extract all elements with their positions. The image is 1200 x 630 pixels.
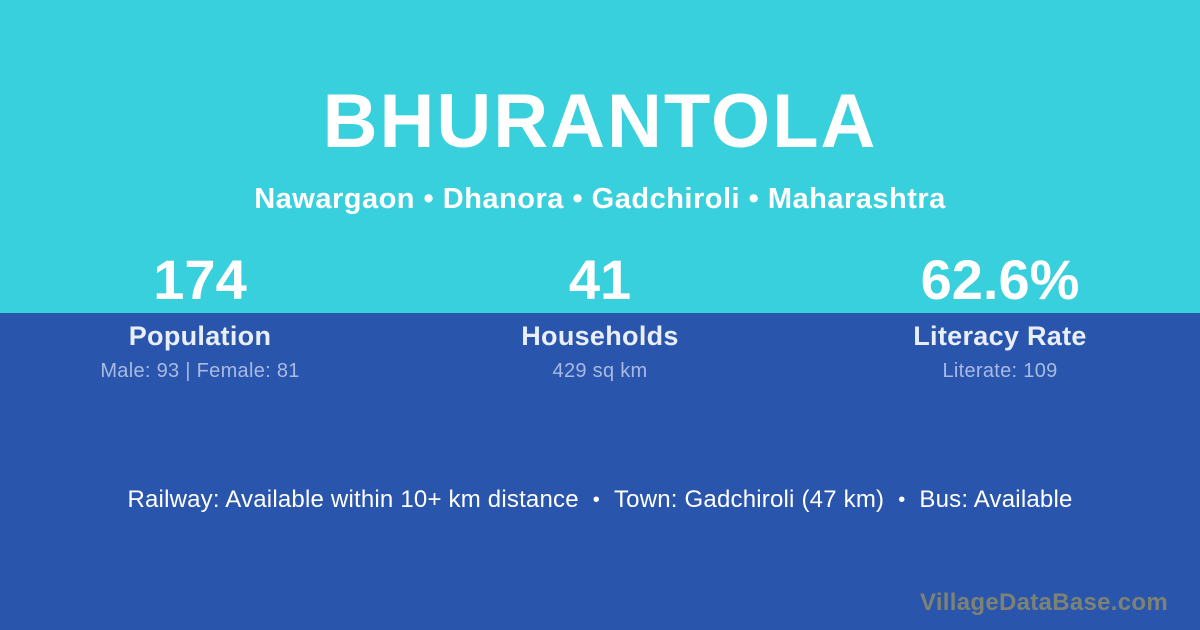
town-info: Town: Gadchiroli (47 km) (613, 486, 885, 513)
literacy-value: 62.6% (920, 248, 1080, 311)
population-sublabel: Male: 93 | Female: 81 (100, 360, 300, 382)
literacy-sublabel: Literate: 109 (942, 360, 1058, 382)
stat-population: 174 Population Male: 93 | Female: 81 (0, 252, 400, 383)
stats-row: 174 Population Male: 93 | Female: 81 41 … (0, 252, 1200, 383)
amenities-line: Railway: Available within 10+ km distanc… (0, 486, 1200, 514)
breadcrumb: Nawargaon • Dhanora • Gadchiroli • Mahar… (254, 183, 946, 215)
top-background (0, 0, 1200, 313)
page-title: BHURANTOLA (322, 79, 878, 164)
stat-literacy-rate: 62.6% Literacy Rate Literate: 109 (800, 252, 1200, 383)
watermark: VillageDataBase.com (919, 589, 1168, 616)
bus-info: Bus: Available (919, 486, 1073, 513)
bullet-separator: • (898, 489, 906, 511)
railway-info: Railway: Available within 10+ km distanc… (127, 486, 579, 513)
bottom-background (0, 313, 1200, 630)
bullet-separator: • (592, 489, 600, 511)
households-label: Households (521, 321, 679, 351)
population-label: Population (128, 321, 272, 351)
literacy-label: Literacy Rate (913, 321, 1087, 351)
population-value: 174 (153, 248, 247, 311)
stat-households: 41 Households 429 sq km (400, 252, 800, 383)
households-sublabel: 429 sq km (552, 360, 648, 382)
households-value: 41 (568, 248, 632, 311)
